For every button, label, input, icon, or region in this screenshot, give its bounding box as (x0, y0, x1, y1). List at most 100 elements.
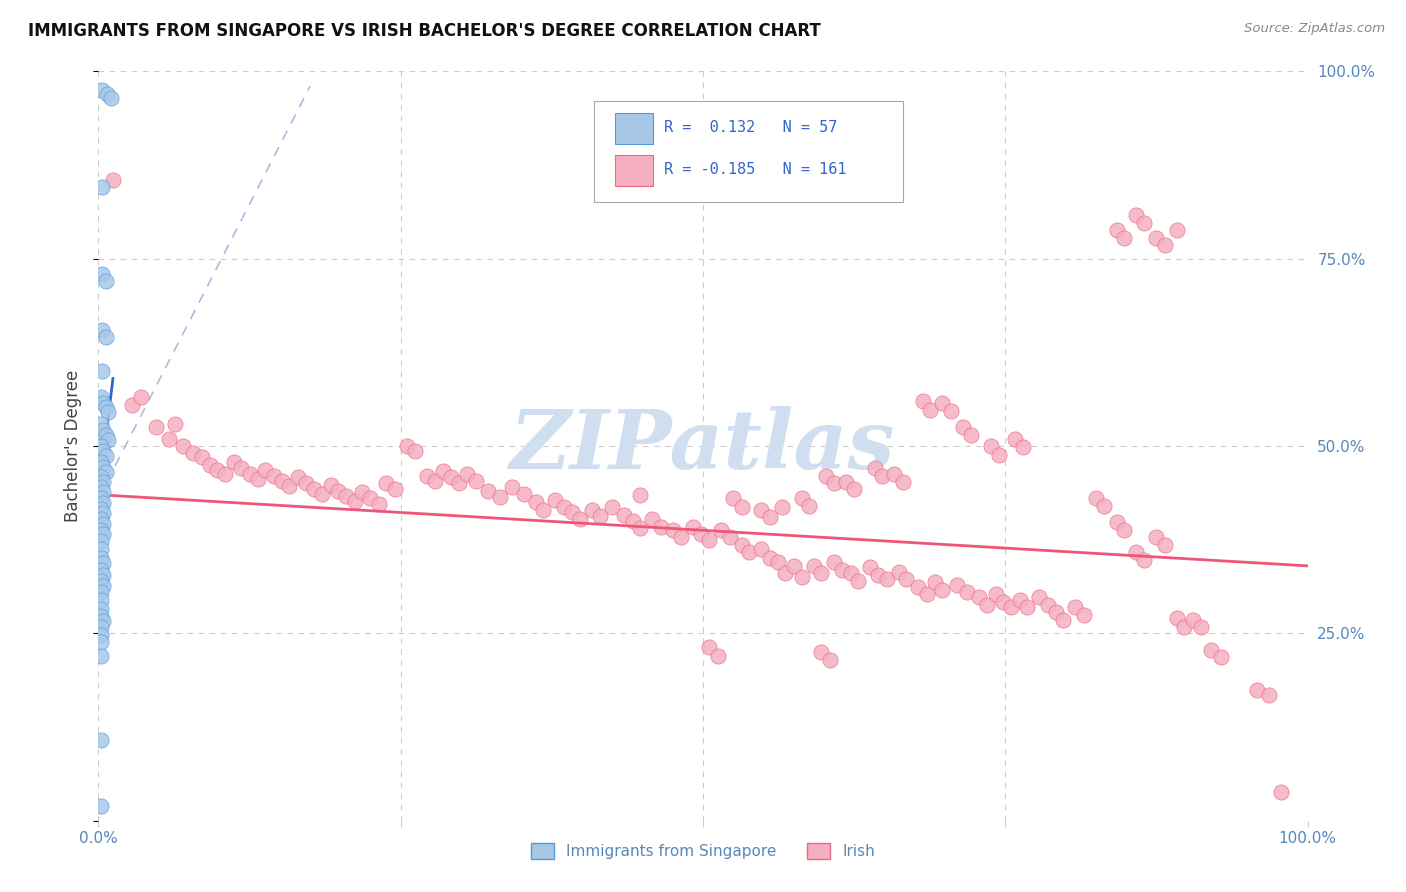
Point (96, 87, 118, 101)
Point (939, 404, 962, 418)
Point (883, 467, 905, 482)
Point (90, 551, 112, 566)
Point (464, 474, 486, 488)
Point (723, 491, 745, 506)
Point (97, 433, 120, 447)
Point (90, 574, 112, 588)
Point (524, 495, 547, 509)
Point (198, 458, 221, 472)
Point (90, 417, 112, 431)
Point (863, 461, 886, 475)
Point (91, 364, 114, 378)
Point (91, 423, 114, 437)
Point (90, 502, 112, 516)
Point (440, 470, 463, 484)
Point (278, 479, 301, 493)
Point (844, 483, 866, 497)
Point (157, 432, 180, 446)
Point (1125, 545, 1147, 559)
Point (1257, 688, 1279, 702)
Point (641, 512, 664, 526)
Point (97, 405, 120, 419)
Point (946, 577, 969, 591)
Point (91, 323, 114, 337)
Point (91, 460, 114, 475)
Point (239, 467, 262, 481)
Point (1052, 613, 1074, 627)
Point (976, 598, 998, 612)
Point (90, 648, 112, 663)
Point (1154, 238, 1177, 252)
Point (887, 565, 910, 579)
Point (121, 398, 143, 412)
Point (302, 482, 325, 496)
Point (706, 648, 728, 663)
Point (758, 551, 780, 566)
Point (955, 585, 977, 599)
Point (1154, 538, 1177, 552)
Point (602, 500, 624, 515)
Point (912, 394, 935, 409)
Point (90, 390, 112, 404)
Text: IMMIGRANTS FROM SINGAPORE VS IRISH BACHELOR'S DEGREE CORRELATION CHART: IMMIGRANTS FROM SINGAPORE VS IRISH BACHE… (28, 22, 821, 40)
Point (891, 475, 914, 489)
Text: R = -0.185   N = 161: R = -0.185 N = 161 (664, 162, 846, 177)
Point (254, 463, 277, 477)
Point (766, 555, 789, 569)
Point (920, 403, 942, 417)
Point (368, 497, 391, 511)
Point (682, 520, 704, 534)
Point (568, 512, 591, 526)
Point (295, 476, 318, 491)
Point (1133, 553, 1156, 567)
Point (1094, 499, 1116, 513)
Point (91, 444, 114, 458)
Point (628, 521, 651, 535)
Point (1000, 600, 1022, 615)
Point (91, 267, 114, 281)
Point (90, 470, 112, 484)
Point (710, 523, 733, 537)
Point (91, 485, 114, 500)
Point (163, 417, 186, 431)
Point (94, 330, 117, 344)
Point (544, 492, 567, 507)
Point (91, 614, 114, 628)
Point (834, 475, 856, 489)
Point (91, 496, 114, 510)
Point (90, 523, 112, 537)
Point (980, 439, 1002, 453)
Text: R =  0.132   N = 57: R = 0.132 N = 57 (664, 120, 838, 135)
Point (621, 514, 644, 528)
Point (287, 470, 309, 484)
Point (229, 461, 252, 475)
FancyBboxPatch shape (595, 102, 903, 202)
Point (319, 478, 342, 492)
Point (868, 567, 890, 582)
Point (1146, 530, 1168, 544)
Point (1270, 785, 1292, 799)
Point (915, 587, 938, 601)
Point (1012, 441, 1035, 455)
Point (876, 573, 898, 587)
Point (1036, 598, 1059, 612)
Point (343, 494, 366, 508)
Point (375, 476, 398, 491)
Point (94, 465, 117, 479)
Point (531, 502, 554, 516)
Point (90, 620, 112, 634)
Point (90, 455, 112, 469)
Point (91, 556, 114, 570)
Point (561, 505, 583, 519)
Point (1085, 491, 1108, 506)
Point (731, 538, 754, 552)
Point (815, 469, 838, 483)
Point (94, 400, 117, 414)
Point (90, 480, 112, 494)
Point (792, 570, 814, 584)
Point (90, 601, 112, 615)
Point (416, 469, 439, 483)
Point (91, 527, 114, 541)
Point (1209, 650, 1232, 665)
Point (145, 420, 167, 434)
